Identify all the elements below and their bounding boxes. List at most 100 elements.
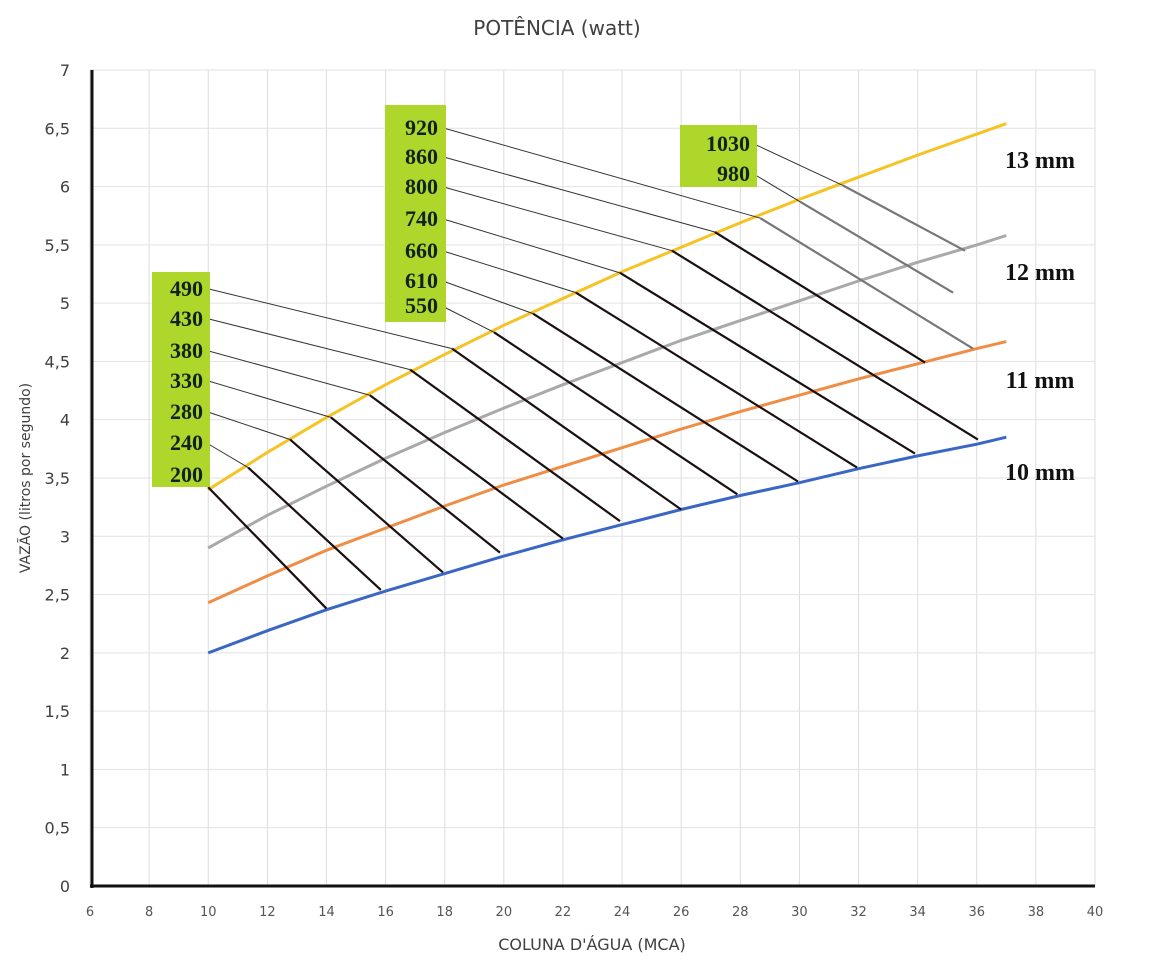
leader-line [204,379,332,418]
x-tick-label: 36 [968,905,985,920]
power-line-550 [493,331,738,496]
axes: 6 8 10 12 14 16 18 20 22 24 26 28 30 32 34 36 38 4000,511… [45,61,1104,920]
power-line-330 [330,416,501,554]
x-tick-label: 14 [318,905,335,920]
x-tick-label: 32 [850,905,867,920]
power-line-610 [532,312,799,483]
power-line-860 [714,231,926,364]
x-tick-label: 26 [673,905,690,920]
series-line-13-mm [207,122,1007,491]
power-line-490 [451,347,682,511]
curves: 10 mm 11 mm 12 mm 13 mm [207,122,1075,655]
power-line-430 [409,368,621,523]
y-tick-label: 6 [60,178,70,197]
leader-line [439,304,495,333]
y-tick-label: 5,5 [45,236,70,255]
series-label: 10 mm [1005,460,1075,486]
y-tick-label: 3 [60,527,70,546]
x-tick-label: 8 [145,905,153,920]
x-tick-label: 22 [555,905,572,920]
power-line-280 [289,438,444,574]
power-line-1030 [842,184,966,252]
leader-line [439,217,621,274]
power-label: 1030 [706,131,750,156]
leader-line [439,185,673,252]
label-box-1 [152,272,210,487]
power-line-200 [207,486,328,610]
x-tick-label: 10 [200,905,217,920]
y-tick-label: 3,5 [45,469,70,488]
power-label: 280 [170,399,203,424]
power-line-740 [619,271,916,455]
power-label: 660 [405,238,438,263]
x-tick-label: 24 [614,905,631,920]
x-tick-label: 28 [732,905,749,920]
power-label: 920 [405,115,438,140]
y-tick-label: 4,5 [45,352,70,371]
power-label: 490 [170,276,203,301]
y-tick-label: 7 [60,61,70,80]
power-label: 800 [405,174,438,199]
label-box-2 [385,105,446,322]
y-tick-label: 2 [60,644,70,663]
series-line-11-mm [207,340,1007,605]
power-label: 860 [405,144,438,169]
leader-line [751,172,801,203]
power-label: 240 [170,430,203,455]
y-tick-label: 1,5 [45,702,70,721]
series-line-10-mm [207,435,1007,655]
leader-line [204,410,291,441]
leader-line [204,317,411,371]
leader-line [204,287,453,350]
series-label: 12 mm [1005,260,1075,286]
power-line-980 [799,200,954,294]
power-lines [204,126,979,610]
power-label: 200 [170,462,203,487]
label-box-3 [680,125,757,187]
series-label: 13 mm [1005,148,1075,174]
y-axis-label: VAZÃO (litros por segundo) [17,383,34,573]
leader-line [439,155,716,233]
grid [89,69,1096,887]
y-tick-label: 0 [60,877,70,896]
x-tick-label: 38 [1028,905,1045,920]
chart-title: POTÊNCIA (watt) [473,16,640,40]
y-tick-label: 4 [60,411,70,430]
leader-line [204,441,249,468]
x-tick-label: 34 [909,905,926,920]
leader-line [439,249,577,294]
y-tick-label: 6,5 [45,119,70,138]
series-line-12-mm [207,234,1007,550]
power-label: 430 [170,306,203,331]
y-tick-label: 2,5 [45,586,70,605]
power-line-380 [369,394,564,540]
y-tick-label: 0,5 [45,819,70,838]
power-label: 330 [170,368,203,393]
power-label: 980 [717,161,750,186]
y-tick-label: 5 [60,294,70,313]
power-label: 380 [170,338,203,363]
leader-line [751,142,844,186]
x-tick-label: 6 [86,905,94,920]
power-line-800 [671,249,979,441]
power-label: 550 [405,293,438,318]
x-tick-label: 16 [377,905,394,920]
x-tick-label: 40 [1087,905,1104,920]
power-line-660 [575,291,858,469]
power-label: 610 [405,268,438,293]
power-line-240 [247,466,382,591]
leader-line [439,126,761,219]
series-label: 11 mm [1006,368,1075,394]
x-tick-label: 12 [259,905,276,920]
x-tick-label: 30 [791,905,808,920]
leader-line [204,349,371,396]
power-line-920 [759,217,974,350]
x-axis-label: COLUNA D'ÁGUA (MCA) [498,935,686,954]
power-label: 740 [405,206,438,231]
leader-line [439,279,534,315]
x-tick-label: 18 [436,905,453,920]
x-tick-label: 20 [496,905,513,920]
y-tick-label: 1 [60,760,70,779]
